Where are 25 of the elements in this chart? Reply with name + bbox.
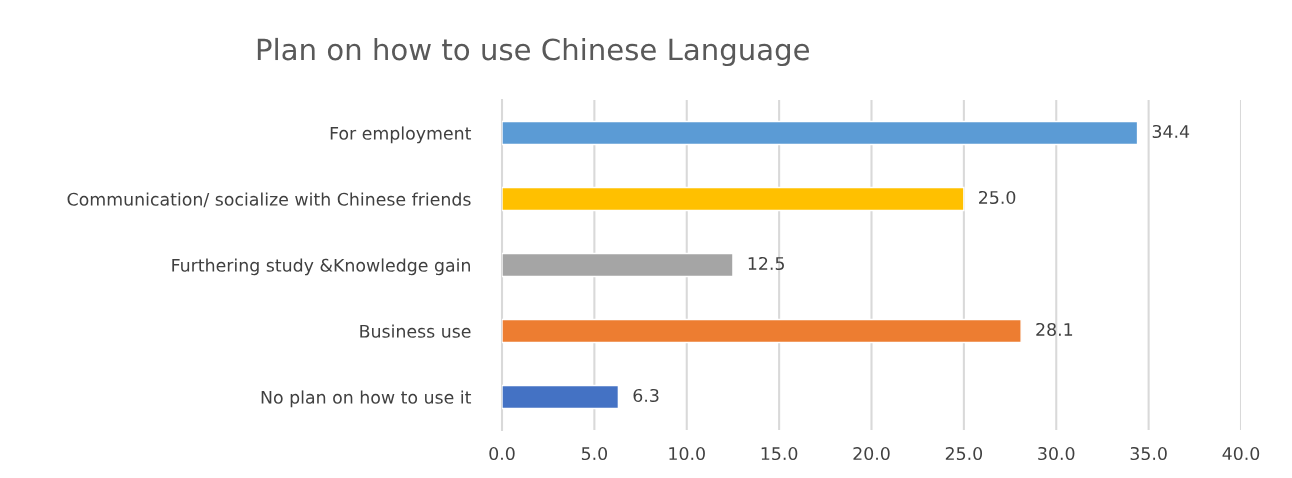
y-tick-label: Communication/ socialize with Chinese friends xyxy=(67,192,471,208)
bar xyxy=(502,120,1139,146)
y-tick-label: No plan on how to use it xyxy=(261,390,472,408)
x-tick-label: 30.0 xyxy=(1038,446,1075,461)
x-tick-label: 5.0 xyxy=(581,446,608,461)
bar xyxy=(502,318,1022,344)
data-label: 12.5 xyxy=(748,256,784,271)
x-tick-label: 25.0 xyxy=(945,446,983,461)
data-label: 25.0 xyxy=(979,190,1016,205)
bar xyxy=(502,252,734,278)
y-tick-label: Business use xyxy=(360,324,471,338)
x-tick-label: 15.0 xyxy=(761,446,798,461)
x-tick-label: 10.0 xyxy=(669,446,705,461)
data-label: 34.4 xyxy=(1152,124,1190,139)
x-tick-label: 40.0 xyxy=(1222,446,1260,461)
chart-title: Plan on how to use Chinese Language xyxy=(257,37,810,67)
bar xyxy=(502,384,620,410)
x-tick-label: 35.0 xyxy=(1130,446,1167,461)
data-label: 28.1 xyxy=(1036,322,1073,337)
x-tick-label: 20.0 xyxy=(853,446,890,461)
data-label: 6.3 xyxy=(633,388,659,403)
x-tick-label: 0.0 xyxy=(489,446,515,461)
y-tick-label: Furthering study &Knowledge gain xyxy=(172,258,470,276)
y-tick-label: For employment xyxy=(330,126,472,144)
bar xyxy=(502,186,965,212)
